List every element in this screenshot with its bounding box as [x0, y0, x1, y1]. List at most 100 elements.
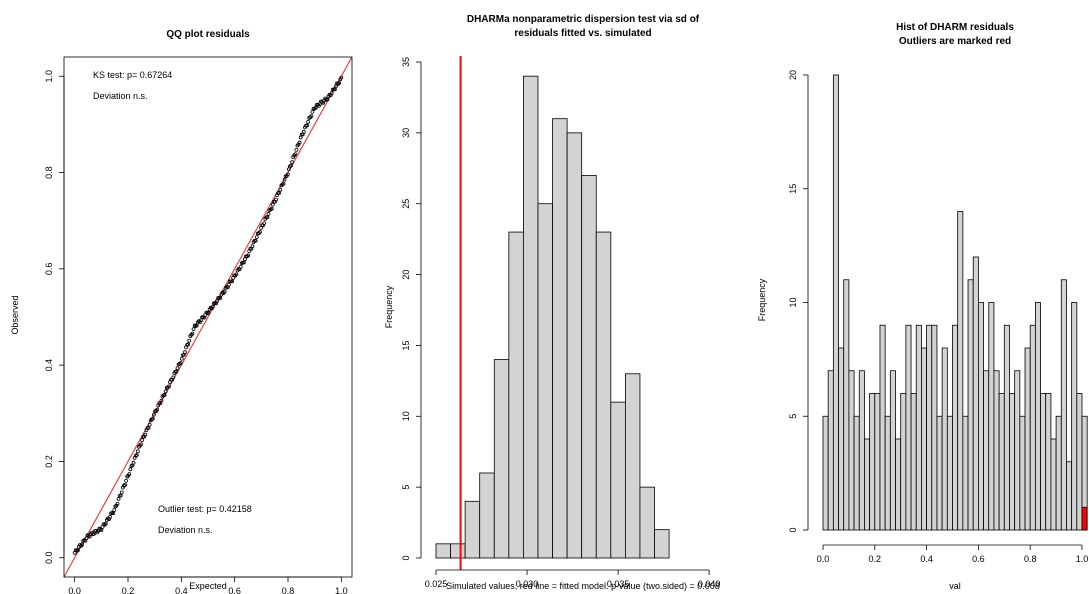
qq-point [266, 212, 271, 216]
residual-bar [921, 347, 927, 531]
outlier-deviation-annotation: Deviation n.s. [158, 525, 213, 535]
residual-title-line-2: Outliers are marked red [899, 36, 1011, 47]
qq-point [108, 515, 112, 519]
outlier-test-annotation: Outlier test: p= 0.42158 [158, 504, 252, 514]
residual-title-line-1: Hist of DHARM residuals [896, 22, 1014, 33]
qq-point [139, 442, 143, 447]
dispersion-bar [595, 231, 612, 559]
qq-point [155, 407, 160, 412]
dispersion-y-tick-label: 35 [401, 57, 411, 67]
ks-deviation-annotation: Deviation n.s. [93, 91, 148, 101]
residual-bar [853, 415, 860, 531]
qq-point [230, 279, 234, 284]
qq-point [281, 181, 286, 186]
qq-point [329, 91, 334, 96]
qq-point [123, 482, 127, 487]
dispersion-bar [610, 401, 626, 559]
qq-point [325, 97, 330, 102]
qq-point [80, 542, 85, 547]
residual-y-tick-label: 5 [788, 414, 798, 419]
residual-x-tick-label: 0.4 [920, 554, 933, 564]
residual-bar [910, 393, 917, 531]
dispersion-bar [493, 359, 510, 559]
qq-point [262, 221, 267, 226]
qq-point [226, 282, 231, 287]
qq-plot-box [63, 56, 353, 578]
dispersion-x-tick-label: 0.035 [607, 579, 630, 589]
dispersion-bar [537, 203, 553, 559]
qq-x-tick-label: 0.0 [68, 586, 81, 594]
dispersion-bar [552, 118, 568, 559]
qq-point [298, 135, 303, 140]
dispersion-x-ticks: 0.025 0.030 0.035 0.040 [425, 569, 720, 589]
residual-y-tick-label: 0 [788, 527, 798, 532]
qq-point [167, 384, 171, 389]
residual-bar [1066, 461, 1073, 531]
dispersion-x-tick-label: 0.030 [516, 579, 539, 589]
dispersion-bar [435, 543, 451, 559]
residual-bar [905, 324, 912, 531]
residual-bar [874, 393, 881, 531]
qq-point [293, 152, 298, 157]
qq-point [238, 264, 243, 269]
residual-bar [1040, 393, 1047, 531]
dispersion-bar [654, 529, 670, 559]
qq-point [178, 361, 183, 365]
qq-y-tick-label: 0.8 [44, 166, 54, 179]
qq-point [246, 253, 251, 258]
qq-point [162, 393, 167, 397]
residual-bar [941, 347, 948, 531]
residual-bar [848, 370, 855, 531]
qq-point [183, 350, 187, 355]
qq-y-tick-label: 0.6 [44, 263, 54, 276]
dispersion-x-axis-label: Simulated values, red line = fitted mode… [446, 581, 720, 591]
residual-bar [926, 324, 933, 531]
residual-x-ticks: 0.0 0.2 0.4 0.6 0.8 1.0 [817, 544, 1088, 564]
residual-x-tick-label: 0.6 [972, 554, 985, 564]
qq-point [175, 366, 180, 371]
residual-x-tick-label: 0.8 [1024, 554, 1037, 564]
qq-point [234, 272, 239, 277]
dispersion-bar [450, 543, 466, 559]
qq-point [301, 129, 306, 134]
dispersion-y-tick-label: 0 [401, 555, 411, 560]
residual-histogram-panel: Hist of DHARM residuals Outliers are mar… [757, 22, 1088, 591]
residual-bar [1003, 324, 1010, 531]
dispersion-title-line-2: residuals fitted vs. simulated [514, 28, 651, 39]
dispersion-x-tick-label: 0.025 [425, 579, 448, 589]
dispersion-bar [566, 132, 583, 559]
qq-point [310, 109, 315, 114]
qq-x-tick-label: 0.4 [175, 586, 188, 594]
qq-point [297, 140, 302, 145]
qq-x-tick-label: 0.8 [282, 586, 295, 594]
qq-point [115, 501, 120, 506]
qq-point [140, 438, 145, 442]
qq-point [191, 327, 196, 332]
residual-bar [962, 415, 969, 531]
dispersion-y-tick-label: 5 [401, 485, 411, 490]
residual-y-tick-label: 10 [788, 297, 798, 307]
residual-bar [879, 324, 886, 531]
residual-bar [946, 415, 953, 531]
residual-bar [1045, 393, 1052, 531]
residual-bar [967, 279, 974, 531]
qq-point [254, 235, 259, 240]
residual-bar [1050, 438, 1057, 531]
qq-point [250, 244, 255, 249]
qq-point [210, 305, 215, 309]
residual-bar [915, 324, 922, 531]
residual-bar [988, 302, 995, 531]
residual-bar [843, 279, 850, 531]
qq-point [159, 398, 164, 403]
qq-y-tick-label: 0.4 [44, 359, 54, 372]
qq-point [111, 511, 116, 516]
dispersion-y-axis-label: Frequency [384, 285, 394, 328]
residual-bar [1014, 370, 1021, 531]
qq-point [253, 238, 258, 243]
residual-bar [900, 393, 907, 531]
qq-point [218, 296, 223, 300]
dispersion-bar [479, 472, 495, 559]
residual-bar [1009, 393, 1016, 531]
qq-point [124, 478, 128, 483]
